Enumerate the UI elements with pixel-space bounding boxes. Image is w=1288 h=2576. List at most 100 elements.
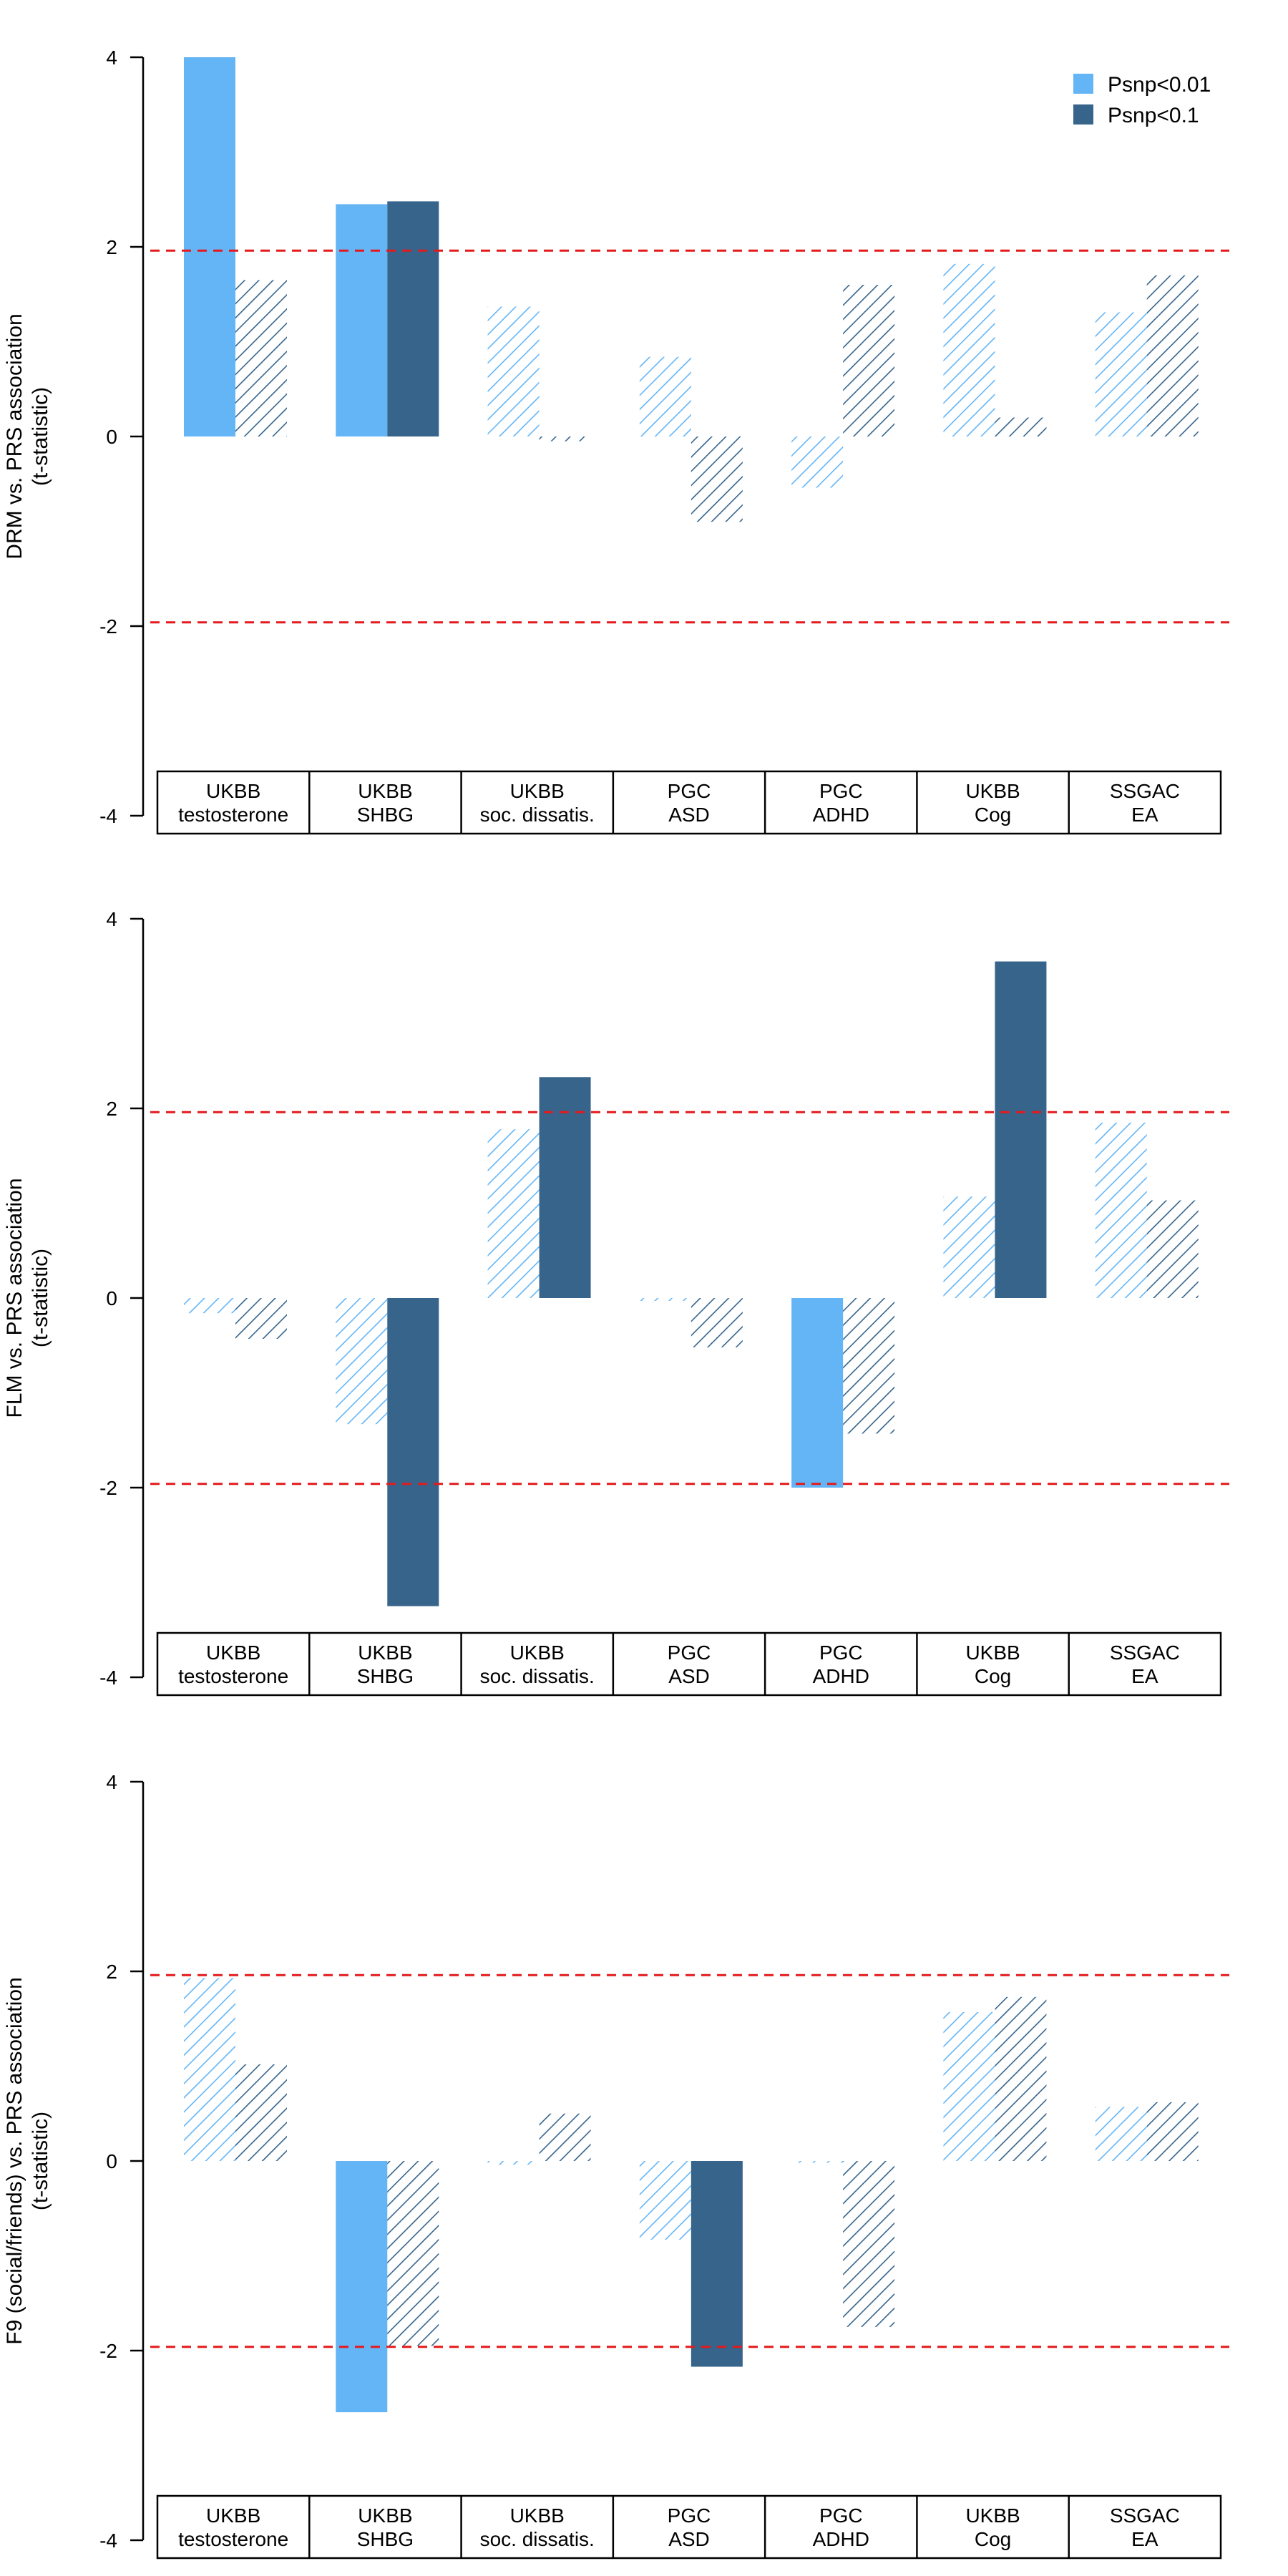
bar-psnp-001: [1095, 1122, 1147, 1298]
bar-psnp-01: [843, 285, 895, 436]
panel-flm: 4 2 0 -2 -4 FLM vs. PRS association (t-statist…: [3, 908, 1229, 1697]
category-label: soc. dissatis.: [480, 1665, 595, 1687]
category-label: SSGAC: [1110, 780, 1180, 802]
bar-psnp-01: [235, 2064, 287, 2161]
y-tick-label: 4: [106, 47, 117, 69]
y-tick-label: 0: [106, 2150, 117, 2172]
category-label-box: [156, 1631, 1222, 1697]
bar-psnp-001: [639, 356, 691, 436]
bar-psnp-001: [791, 436, 844, 488]
bar-psnp-01: [235, 1298, 287, 1339]
legend-label-psnp-01: Psnp<0.1: [1108, 104, 1199, 127]
category-label: UKBB: [358, 780, 412, 802]
category-label: UKBB: [206, 1641, 260, 1664]
category-label: ADHD: [813, 2528, 869, 2550]
bar-psnp-01: [1146, 275, 1199, 436]
category-label: Cog: [975, 1665, 1011, 1687]
bar-psnp-01: [1146, 2102, 1199, 2161]
legend: Psnp<0.01 Psnp<0.1: [1073, 73, 1211, 127]
category-label: PGC: [668, 1641, 711, 1664]
bar-psnp-01: [387, 201, 439, 436]
y-tick-label: 2: [106, 236, 117, 258]
bar-psnp-001: [336, 204, 388, 436]
category-label: testosterone: [178, 2528, 288, 2550]
category-label: PGC: [819, 2504, 863, 2527]
y-tick-label: -4: [99, 1667, 117, 1689]
bar-psnp-01: [691, 1298, 743, 1347]
y-axis-label-unit: (t-statistic): [29, 387, 52, 486]
category-label: UKBB: [510, 1641, 565, 1664]
bar-psnp-001: [336, 2161, 388, 2413]
y-tick-label: -4: [99, 805, 117, 827]
category-label: UKBB: [358, 1641, 412, 1664]
category-label: PGC: [668, 780, 711, 802]
bar-psnp-01: [995, 961, 1047, 1298]
bar-psnp-01: [691, 2161, 743, 2367]
bar-psnp-001: [184, 57, 235, 436]
bar-psnp-01: [539, 436, 591, 441]
category-label: soc. dissatis.: [480, 804, 595, 826]
bar-psnp-001: [639, 1298, 691, 1301]
y-tick-label: 0: [106, 426, 117, 448]
bar-psnp-01: [539, 1077, 591, 1298]
category-label: testosterone: [178, 804, 288, 826]
bar-psnp-001: [943, 1196, 995, 1298]
y-tick-label: 4: [106, 908, 117, 930]
y-tick-label: -2: [99, 615, 117, 638]
y-axis-label-unit: (t-statistic): [29, 1249, 52, 1347]
category-label: EA: [1131, 2528, 1158, 2550]
bar-psnp-001: [336, 1298, 388, 1425]
category-label: UKBB: [965, 780, 1020, 802]
y-tick-label: -2: [99, 1477, 117, 1499]
y-axis-label-unit: (t-statistic): [29, 2112, 52, 2210]
category-label: SSGAC: [1110, 2504, 1180, 2527]
bar-psnp-001: [1095, 312, 1147, 436]
bar-psnp-01: [995, 417, 1047, 436]
category-label: UKBB: [965, 2504, 1020, 2527]
category-label-box: [156, 770, 1222, 835]
y-tick-label: 2: [106, 1098, 117, 1120]
bar-psnp-001: [487, 306, 540, 436]
panel-drm: 4 2 0 -2 -4 DRM vs. PRS association (t-statist…: [3, 47, 1229, 835]
category-label: EA: [1131, 1665, 1158, 1687]
bar-psnp-001: [1095, 2107, 1147, 2161]
y-tick-label: 0: [106, 1287, 117, 1309]
bar-psnp-01: [539, 2113, 591, 2161]
bar-psnp-01: [843, 1298, 895, 1434]
legend-label-psnp-001: Psnp<0.01: [1108, 73, 1211, 97]
category-label: UKBB: [206, 2504, 260, 2527]
category-label: SHBG: [357, 2528, 414, 2550]
bar-psnp-01: [235, 280, 287, 436]
y-tick-label: -4: [99, 2529, 117, 2552]
category-label: UKBB: [206, 780, 260, 802]
y-tick-label: -2: [99, 2340, 117, 2362]
y-axis-label: DRM vs. PRS association: [3, 313, 26, 559]
bar-psnp-001: [487, 2161, 540, 2165]
category-label: UKBB: [965, 1641, 1020, 1664]
y-tick-label: 4: [106, 1771, 117, 1793]
category-label: ADHD: [813, 804, 869, 826]
bar-psnp-001: [943, 2011, 995, 2161]
bar-psnp-01: [995, 1996, 1047, 2161]
category-label: ASD: [668, 804, 710, 826]
category-label: ADHD: [813, 1665, 869, 1687]
bar-psnp-001: [639, 2161, 691, 2240]
category-label: SHBG: [357, 804, 414, 826]
bar-psnp-01: [1146, 1200, 1199, 1298]
category-label: PGC: [819, 780, 863, 802]
category-label: UKBB: [510, 2504, 565, 2527]
bar-psnp-01: [691, 436, 743, 522]
bar-psnp-001: [487, 1129, 540, 1298]
legend-swatch-psnp-01: [1073, 104, 1093, 125]
bar-psnp-001: [943, 263, 995, 436]
category-label: SSGAC: [1110, 1641, 1180, 1664]
category-label: UKBB: [510, 780, 565, 802]
bar-psnp-01: [387, 1298, 439, 1606]
bar-psnp-001: [791, 1298, 844, 1488]
bar-psnp-01: [843, 2161, 895, 2327]
bar-psnp-001: [791, 2161, 844, 2163]
category-label-box: [156, 2494, 1222, 2560]
category-label: soc. dissatis.: [480, 2528, 595, 2550]
y-axis-label: F9 (social/friends) vs. PRS association: [3, 1977, 26, 2345]
